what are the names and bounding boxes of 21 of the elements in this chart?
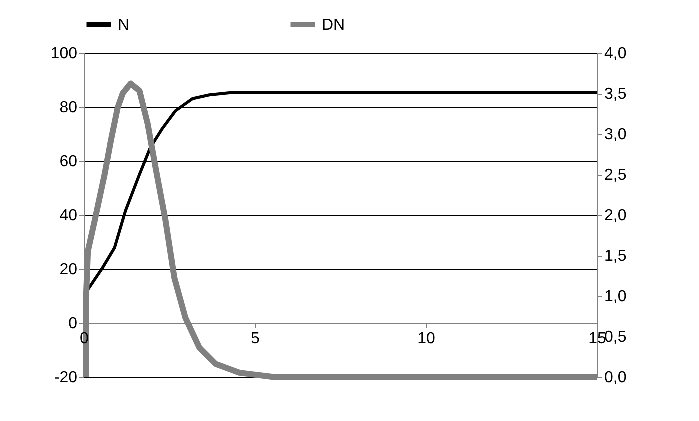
legend-label: N [118, 17, 130, 34]
y2-tick-label: 3,5 [604, 86, 627, 103]
x-tick-label: 5 [251, 330, 260, 348]
y-tick-label: 0 [68, 316, 78, 332]
y-tick-label: 100 [50, 46, 78, 62]
y2-tick-label: 1,0 [604, 288, 627, 306]
y-tick-label: -20 [54, 370, 78, 386]
y2-tick-label: 2,5 [604, 167, 627, 184]
x-tick-label: 15 [588, 330, 606, 348]
x-tick-label: 10 [418, 330, 436, 348]
y-tick-label: 20 [60, 262, 78, 278]
y-tick-label: 80 [60, 100, 78, 116]
y2-tick-label: 0,5 [604, 329, 627, 346]
y2-tick-label: 2,0 [604, 208, 627, 224]
y2-tick-label: 3,0 [604, 126, 627, 144]
y2-tick-label: 0,0 [604, 370, 627, 386]
y2-tick-label: 4,0 [604, 46, 627, 62]
y-tick-label: 40 [60, 208, 78, 224]
legend-label: DN [322, 17, 346, 34]
y-tick-label: 60 [60, 154, 78, 170]
y2-tick-label: 1,5 [604, 248, 627, 265]
